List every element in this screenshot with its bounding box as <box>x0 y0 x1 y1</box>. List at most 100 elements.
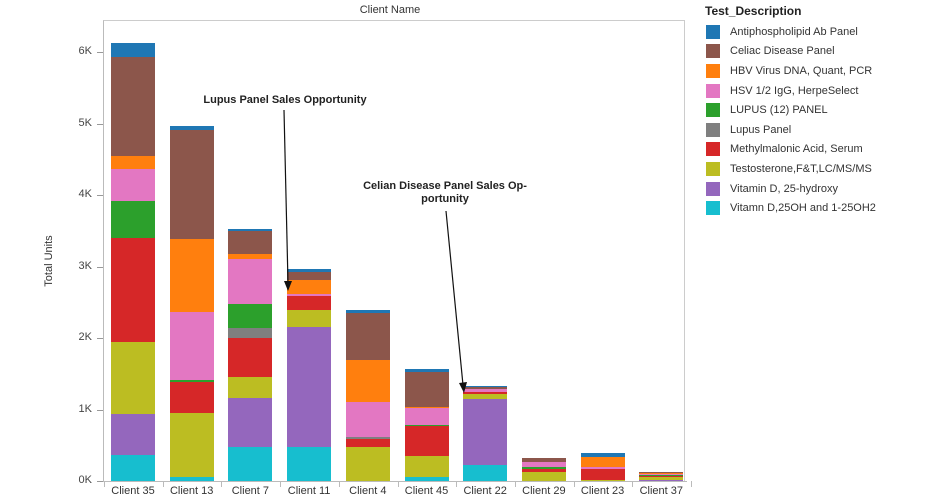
bar-segment[interactable] <box>169 380 214 383</box>
bar-segment[interactable] <box>639 473 684 476</box>
bar-segment[interactable] <box>580 456 625 468</box>
bar-segment[interactable] <box>228 327 273 338</box>
legend-item[interactable]: Celiac Disease Panel <box>705 42 930 62</box>
bar-segment[interactable] <box>639 477 684 480</box>
bar-segment[interactable] <box>345 360 390 403</box>
bar-segment[interactable] <box>169 382 214 414</box>
bar-segment[interactable] <box>463 392 508 395</box>
bar-segment[interactable] <box>404 477 449 481</box>
bar-segment[interactable] <box>580 479 625 481</box>
bar-segment[interactable] <box>580 467 625 469</box>
bar-segment[interactable] <box>639 479 684 481</box>
bar-segment[interactable] <box>287 446 332 481</box>
bar-segment[interactable] <box>169 311 214 381</box>
y-tick-mark <box>97 409 103 411</box>
legend-item[interactable]: Vitamn D,25OH and 1-25OH2 <box>705 198 930 218</box>
bar-segment[interactable] <box>463 398 508 466</box>
bar-segment[interactable] <box>639 475 684 476</box>
bar-segment[interactable] <box>111 413 155 456</box>
bar-segment[interactable] <box>404 369 449 373</box>
bar-segment[interactable] <box>228 447 273 481</box>
bar-segment[interactable] <box>463 385 508 387</box>
bar-segment[interactable] <box>345 312 390 361</box>
legend-item[interactable]: HBV Virus DNA, Quant, PCR <box>705 61 930 81</box>
legend-item[interactable]: Vitamin D, 25-hydroxy <box>705 179 930 199</box>
bar-segment[interactable] <box>345 310 390 313</box>
legend-title: Test_Description <box>705 4 802 18</box>
bar-segment[interactable] <box>287 326 332 447</box>
bar-segment[interactable] <box>169 413 214 478</box>
bar-segment[interactable] <box>463 465 508 481</box>
bar-segment[interactable] <box>169 238 214 312</box>
bar-client-23[interactable] <box>580 0 625 500</box>
bar-client-35[interactable] <box>111 0 155 500</box>
bar-segment[interactable] <box>111 200 155 238</box>
bar-segment[interactable] <box>521 467 566 469</box>
bar-segment[interactable] <box>404 408 449 425</box>
bar-client-37[interactable] <box>639 0 684 500</box>
bar-segment[interactable] <box>111 342 155 414</box>
bar-client-45[interactable] <box>404 0 449 500</box>
bar-segment[interactable] <box>228 258 273 305</box>
bar-client-7[interactable] <box>228 0 273 500</box>
bar-segment[interactable] <box>345 436 390 439</box>
bar-client-29[interactable] <box>521 0 566 500</box>
bar-segment[interactable] <box>287 310 332 327</box>
bar-segment[interactable] <box>287 269 332 272</box>
bar-segment[interactable] <box>228 231 273 255</box>
bar-client-13[interactable] <box>169 0 214 500</box>
legend-item[interactable]: Antiphospholipid Ab Panel <box>705 22 930 42</box>
bar-segment[interactable] <box>169 477 214 481</box>
bar-segment[interactable] <box>345 438 390 448</box>
y-tick-label: 4K <box>78 188 92 200</box>
bar-segment[interactable] <box>404 424 449 426</box>
bar-segment[interactable] <box>521 468 566 473</box>
bar-segment[interactable] <box>111 168 155 201</box>
bar-segment[interactable] <box>404 407 449 409</box>
bar-segment[interactable] <box>639 471 684 474</box>
bar-client-11[interactable] <box>287 0 332 500</box>
bar-segment[interactable] <box>404 372 449 408</box>
x-tick-mark <box>397 481 399 487</box>
bar-segment[interactable] <box>521 472 566 481</box>
bar-segment[interactable] <box>345 447 390 481</box>
bar-segment[interactable] <box>463 386 508 389</box>
bar-segment[interactable] <box>111 155 155 169</box>
bar-segment[interactable] <box>287 295 332 311</box>
bar-segment[interactable] <box>404 425 449 456</box>
bar-segment[interactable] <box>228 254 273 259</box>
bar-segment[interactable] <box>639 473 684 474</box>
legend-item[interactable]: Testosterone,F&T,LC/MS/MS <box>705 159 930 179</box>
bar-segment[interactable] <box>580 468 625 480</box>
legend-item[interactable]: Lupus Panel <box>705 120 930 140</box>
bar-segment[interactable] <box>287 280 332 294</box>
bar-segment[interactable] <box>111 42 155 57</box>
legend-item[interactable]: LUPUS (12) PANEL <box>705 100 930 120</box>
legend-item[interactable]: Methylmalonic Acid, Serum <box>705 140 930 160</box>
bar-segment[interactable] <box>111 455 155 481</box>
bar-segment[interactable] <box>287 271 332 281</box>
bar-client-22[interactable] <box>463 0 508 500</box>
bar-client-4[interactable] <box>345 0 390 500</box>
legend-swatch-icon <box>706 181 720 196</box>
bar-segment[interactable] <box>639 475 684 478</box>
bar-segment[interactable] <box>404 455 449 478</box>
bar-segment[interactable] <box>345 402 390 437</box>
bar-segment[interactable] <box>463 394 508 399</box>
bar-segment[interactable] <box>169 129 214 239</box>
bar-segment[interactable] <box>228 398 273 448</box>
bar-segment[interactable] <box>111 237 155 343</box>
bar-segment[interactable] <box>463 388 508 393</box>
bar-segment[interactable] <box>228 338 273 378</box>
bar-segment[interactable] <box>287 293 332 296</box>
bar-segment[interactable] <box>169 125 214 130</box>
bar-segment[interactable] <box>521 461 566 468</box>
bar-segment[interactable] <box>580 453 625 457</box>
bar-segment[interactable] <box>228 304 273 328</box>
bar-segment[interactable] <box>521 458 566 462</box>
legend-item[interactable]: HSV 1/2 IgG, HerpeSelect <box>705 81 930 101</box>
bar-segment[interactable] <box>228 228 273 232</box>
bar-segment[interactable] <box>228 377 273 399</box>
legend-items: Antiphospholipid Ab Panel Celiac Disease … <box>705 22 930 218</box>
bar-segment[interactable] <box>111 57 155 156</box>
